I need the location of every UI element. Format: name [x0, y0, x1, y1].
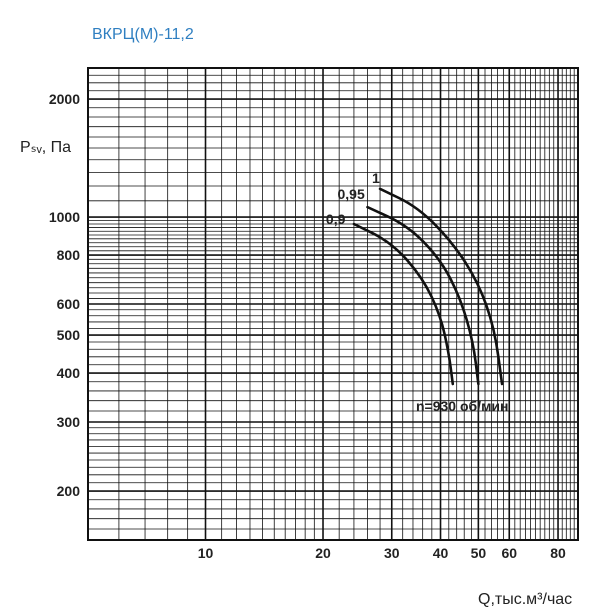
x-tick-label: 20	[315, 545, 331, 561]
x-tick-labels: 10 20 30 40 50 60 80	[198, 545, 566, 561]
x-tick-label: 80	[550, 545, 566, 561]
grid-lines	[87, 68, 578, 540]
x-tick-label: 50	[471, 545, 487, 561]
y-tick-label: 500	[57, 327, 81, 343]
x-tick-label: 60	[501, 545, 517, 561]
curve-2	[366, 205, 480, 386]
plot-frame	[87, 67, 579, 541]
chart-title: ВКРЦ(М)-11,2	[92, 26, 194, 43]
curve-3	[378, 187, 504, 386]
y-tick-label: 1000	[49, 209, 80, 225]
y-tick-label: 2000	[49, 91, 80, 107]
x-tick-label: 40	[433, 545, 449, 561]
y-tick-label: 300	[57, 414, 81, 430]
y-tick-label: 600	[57, 296, 81, 312]
x-axis-label: Q,тыс.м³/час	[478, 591, 572, 608]
x-tick-label: 30	[384, 545, 400, 561]
curve-label: 1	[372, 170, 380, 186]
y-axis-label: Pₛᵥ, Па	[20, 139, 71, 156]
curve-1	[352, 222, 455, 386]
y-tick-labels: 200 300 400 500 600 800 1000 2000	[49, 91, 80, 499]
curves	[352, 187, 504, 386]
rpm-annotation: n=930 об/мин	[416, 398, 508, 414]
curve-label: 0,9	[326, 211, 346, 227]
y-tick-label: 200	[57, 483, 81, 499]
x-tick-label: 10	[198, 545, 214, 561]
curve-labels: 0,9 0,95 1	[326, 170, 380, 227]
y-tick-label: 400	[57, 365, 81, 381]
y-tick-label: 800	[57, 247, 81, 263]
curve-label: 0,95	[337, 186, 364, 202]
